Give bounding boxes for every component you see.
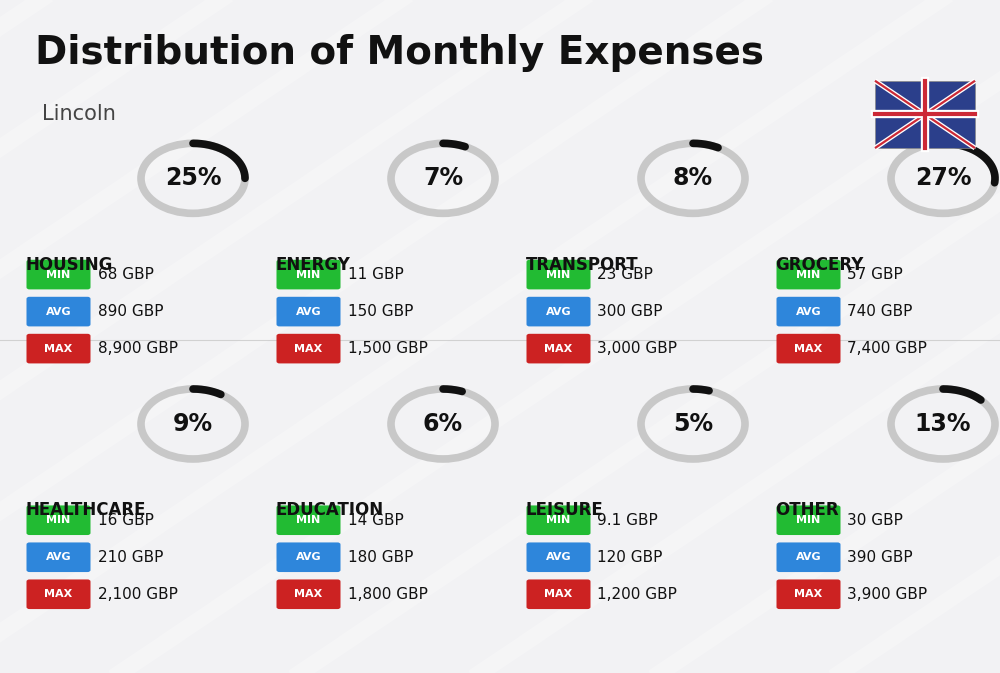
Text: 13%: 13%: [915, 412, 971, 436]
Text: HEALTHCARE: HEALTHCARE: [26, 501, 146, 520]
Text: MAX: MAX: [294, 344, 323, 353]
Text: HOUSING: HOUSING: [26, 256, 113, 274]
FancyBboxPatch shape: [526, 297, 590, 326]
Text: AVG: AVG: [796, 307, 821, 316]
FancyBboxPatch shape: [276, 505, 340, 535]
FancyBboxPatch shape: [276, 579, 340, 609]
FancyBboxPatch shape: [27, 542, 91, 572]
Text: 30 GBP: 30 GBP: [847, 513, 903, 528]
Text: 11 GBP: 11 GBP: [348, 267, 403, 282]
Text: MAX: MAX: [544, 344, 573, 353]
Text: 1,500 GBP: 1,500 GBP: [348, 341, 427, 356]
FancyBboxPatch shape: [776, 505, 840, 535]
Text: AVG: AVG: [546, 307, 571, 316]
Text: 5%: 5%: [673, 412, 713, 436]
FancyBboxPatch shape: [875, 81, 975, 148]
Text: AVG: AVG: [796, 553, 821, 562]
Text: GROCERY: GROCERY: [776, 256, 864, 274]
Text: 740 GBP: 740 GBP: [847, 304, 913, 319]
Text: 3,900 GBP: 3,900 GBP: [847, 587, 928, 602]
FancyBboxPatch shape: [276, 297, 340, 326]
Text: 27%: 27%: [915, 166, 971, 190]
FancyBboxPatch shape: [526, 505, 590, 535]
Text: ENERGY: ENERGY: [276, 256, 350, 274]
Text: MAX: MAX: [294, 590, 323, 599]
Text: MIN: MIN: [296, 270, 321, 279]
Text: 9%: 9%: [173, 412, 213, 436]
Text: TRANSPORT: TRANSPORT: [526, 256, 638, 274]
Text: 23 GBP: 23 GBP: [597, 267, 653, 282]
Text: 210 GBP: 210 GBP: [98, 550, 163, 565]
Text: MAX: MAX: [44, 590, 73, 599]
FancyBboxPatch shape: [526, 542, 590, 572]
Text: 25%: 25%: [165, 166, 221, 190]
Text: LEISURE: LEISURE: [526, 501, 603, 520]
Text: MIN: MIN: [296, 516, 321, 525]
FancyBboxPatch shape: [776, 334, 840, 363]
Text: 8%: 8%: [673, 166, 713, 190]
Text: 57 GBP: 57 GBP: [847, 267, 903, 282]
FancyBboxPatch shape: [27, 505, 91, 535]
Text: 68 GBP: 68 GBP: [98, 267, 153, 282]
Text: MIN: MIN: [46, 270, 71, 279]
Text: AVG: AVG: [46, 307, 71, 316]
Text: AVG: AVG: [46, 553, 71, 562]
FancyBboxPatch shape: [276, 260, 340, 289]
FancyBboxPatch shape: [526, 579, 590, 609]
Text: AVG: AVG: [546, 553, 571, 562]
Text: 390 GBP: 390 GBP: [847, 550, 913, 565]
FancyBboxPatch shape: [276, 542, 340, 572]
Text: 7,400 GBP: 7,400 GBP: [847, 341, 927, 356]
Text: 7%: 7%: [423, 166, 463, 190]
FancyBboxPatch shape: [27, 334, 91, 363]
FancyBboxPatch shape: [526, 334, 590, 363]
Text: MIN: MIN: [546, 516, 571, 525]
FancyBboxPatch shape: [526, 260, 590, 289]
Text: 6%: 6%: [423, 412, 463, 436]
FancyBboxPatch shape: [276, 334, 340, 363]
Text: 300 GBP: 300 GBP: [597, 304, 663, 319]
Text: MIN: MIN: [546, 270, 571, 279]
Text: 1,200 GBP: 1,200 GBP: [597, 587, 677, 602]
Text: 180 GBP: 180 GBP: [348, 550, 413, 565]
FancyBboxPatch shape: [776, 297, 840, 326]
Text: Distribution of Monthly Expenses: Distribution of Monthly Expenses: [35, 34, 764, 71]
FancyBboxPatch shape: [776, 260, 840, 289]
Text: 9.1 GBP: 9.1 GBP: [597, 513, 658, 528]
Text: AVG: AVG: [296, 307, 321, 316]
Text: AVG: AVG: [296, 553, 321, 562]
Text: 16 GBP: 16 GBP: [98, 513, 153, 528]
Text: MAX: MAX: [544, 590, 573, 599]
FancyBboxPatch shape: [27, 260, 91, 289]
Text: EDUCATION: EDUCATION: [276, 501, 384, 520]
Text: 3,000 GBP: 3,000 GBP: [597, 341, 677, 356]
FancyBboxPatch shape: [27, 297, 91, 326]
Text: 150 GBP: 150 GBP: [348, 304, 413, 319]
Text: MAX: MAX: [44, 344, 73, 353]
FancyBboxPatch shape: [776, 542, 840, 572]
FancyBboxPatch shape: [27, 579, 91, 609]
Text: MAX: MAX: [794, 590, 823, 599]
Text: 2,100 GBP: 2,100 GBP: [98, 587, 177, 602]
Text: OTHER: OTHER: [776, 501, 839, 520]
FancyBboxPatch shape: [776, 579, 840, 609]
Text: 890 GBP: 890 GBP: [98, 304, 163, 319]
Text: 8,900 GBP: 8,900 GBP: [98, 341, 178, 356]
Text: MAX: MAX: [794, 344, 823, 353]
Text: 120 GBP: 120 GBP: [597, 550, 663, 565]
Text: Lincoln: Lincoln: [42, 104, 116, 125]
Text: 1,800 GBP: 1,800 GBP: [348, 587, 427, 602]
Text: 14 GBP: 14 GBP: [348, 513, 403, 528]
Text: MIN: MIN: [46, 516, 71, 525]
Text: MIN: MIN: [796, 270, 821, 279]
Text: MIN: MIN: [796, 516, 821, 525]
